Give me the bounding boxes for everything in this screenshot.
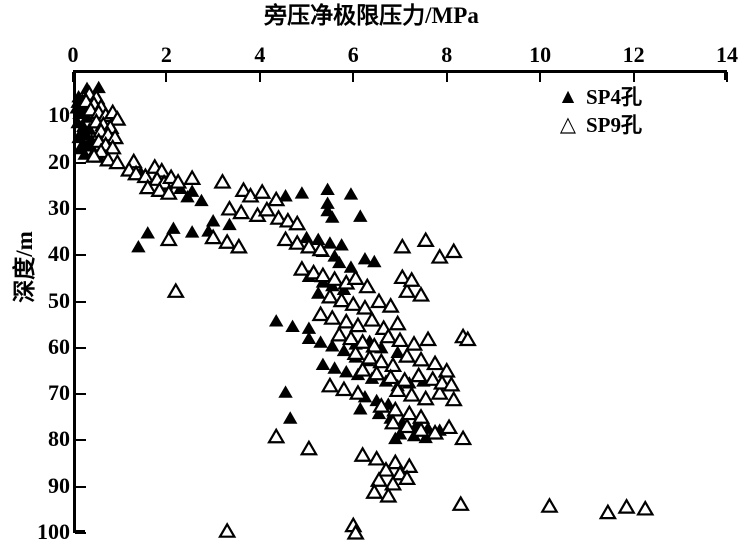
y-axis-label: 深度/m [12,231,37,303]
y-tick-label-20: 20 [48,148,70,174]
legend-item-sp4[interactable]: ▲ SP4孔 [556,82,642,110]
y-tick-90 [75,485,86,488]
x-tick-12 [632,72,635,82]
y-tick-label-80: 80 [48,426,70,452]
x-tick-label-2: 2 [160,42,172,67]
x-tick-4 [258,72,261,82]
x-tick-label-10: 10 [529,42,552,67]
y-tick-label-10: 10 [48,102,70,128]
y-tick-60 [75,346,86,349]
x-tick-10 [539,72,542,82]
y-tick-30 [75,207,86,210]
x-tick-label-0: 0 [67,42,79,67]
plot-frame [73,70,727,533]
y-tick-10 [75,115,86,118]
y-tick-label-40: 40 [48,241,70,267]
legend-label-sp4: SP4孔 [586,85,643,109]
y-tick-40 [75,254,86,257]
x-tick-2 [165,72,168,82]
y-tick-50 [75,300,86,303]
x-tick-label-4: 4 [254,42,266,67]
y-tick-label-30: 30 [48,194,70,220]
y-tick-label-60: 60 [48,333,70,359]
legend-label-sp9: SP9孔 [586,113,643,137]
y-tick-70 [75,393,86,396]
x-tick-8 [445,72,448,82]
y-tick-label-90: 90 [48,472,70,498]
x-tick-14 [726,72,728,82]
x-tick-label-8: 8 [441,42,453,67]
legend-marker-open-triangle-icon: △ [559,112,577,136]
axis-bottom-stub [73,530,85,533]
y-tick-100 [75,532,86,534]
y-tick-label-70: 70 [48,380,70,406]
y-tick-80 [75,439,86,442]
legend-marker-filled-triangle-icon: ▲ [557,83,579,108]
x-tick-0 [72,72,74,82]
y-tick-label-100: 100 [37,519,70,544]
chart-title: 旁压净极限压力/MPa [264,3,479,28]
legend-item-sp9[interactable]: △ SP9孔 [556,110,642,138]
x-tick-6 [352,72,355,82]
y-tick-label-50: 50 [48,287,70,313]
y-tick-20 [75,161,86,164]
axis-right-stub [724,70,727,80]
x-tick-label-14: 14 [716,42,738,67]
x-tick-label-12: 12 [622,42,645,67]
legend: ▲ SP4孔 △ SP9孔 [556,82,642,138]
x-tick-label-6: 6 [347,42,359,67]
